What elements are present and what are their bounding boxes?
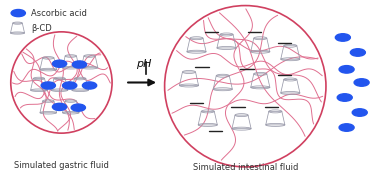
Ellipse shape [337, 94, 352, 101]
Ellipse shape [352, 109, 367, 116]
Text: pH: pH [136, 59, 152, 69]
Ellipse shape [53, 60, 67, 67]
Ellipse shape [335, 34, 350, 41]
Text: Ascorbic acid: Ascorbic acid [31, 8, 87, 18]
Ellipse shape [72, 61, 87, 68]
Ellipse shape [62, 82, 77, 89]
Text: β-CD: β-CD [31, 24, 52, 33]
Ellipse shape [53, 103, 67, 110]
Ellipse shape [71, 104, 85, 111]
Text: Simulated gastric fluid: Simulated gastric fluid [14, 161, 109, 170]
Ellipse shape [41, 82, 56, 89]
Ellipse shape [339, 66, 354, 73]
Ellipse shape [354, 79, 369, 86]
Ellipse shape [339, 124, 354, 131]
Text: Simulated intestinal fluid: Simulated intestinal fluid [193, 163, 298, 172]
Ellipse shape [11, 10, 25, 17]
Ellipse shape [82, 82, 97, 89]
Ellipse shape [350, 49, 366, 56]
